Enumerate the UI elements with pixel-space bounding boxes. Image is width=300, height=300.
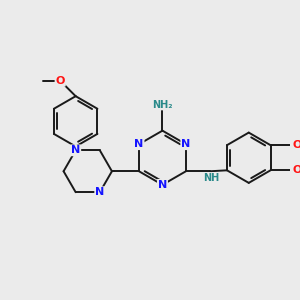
Text: N: N	[158, 180, 167, 190]
Text: N: N	[181, 139, 190, 149]
Text: N: N	[134, 139, 144, 149]
Text: O: O	[293, 165, 300, 175]
Text: NH₂: NH₂	[152, 100, 173, 110]
Text: O: O	[293, 140, 300, 150]
Text: N: N	[95, 187, 104, 197]
Text: NH: NH	[203, 173, 219, 183]
Text: N: N	[71, 145, 80, 155]
Text: O: O	[56, 76, 65, 86]
